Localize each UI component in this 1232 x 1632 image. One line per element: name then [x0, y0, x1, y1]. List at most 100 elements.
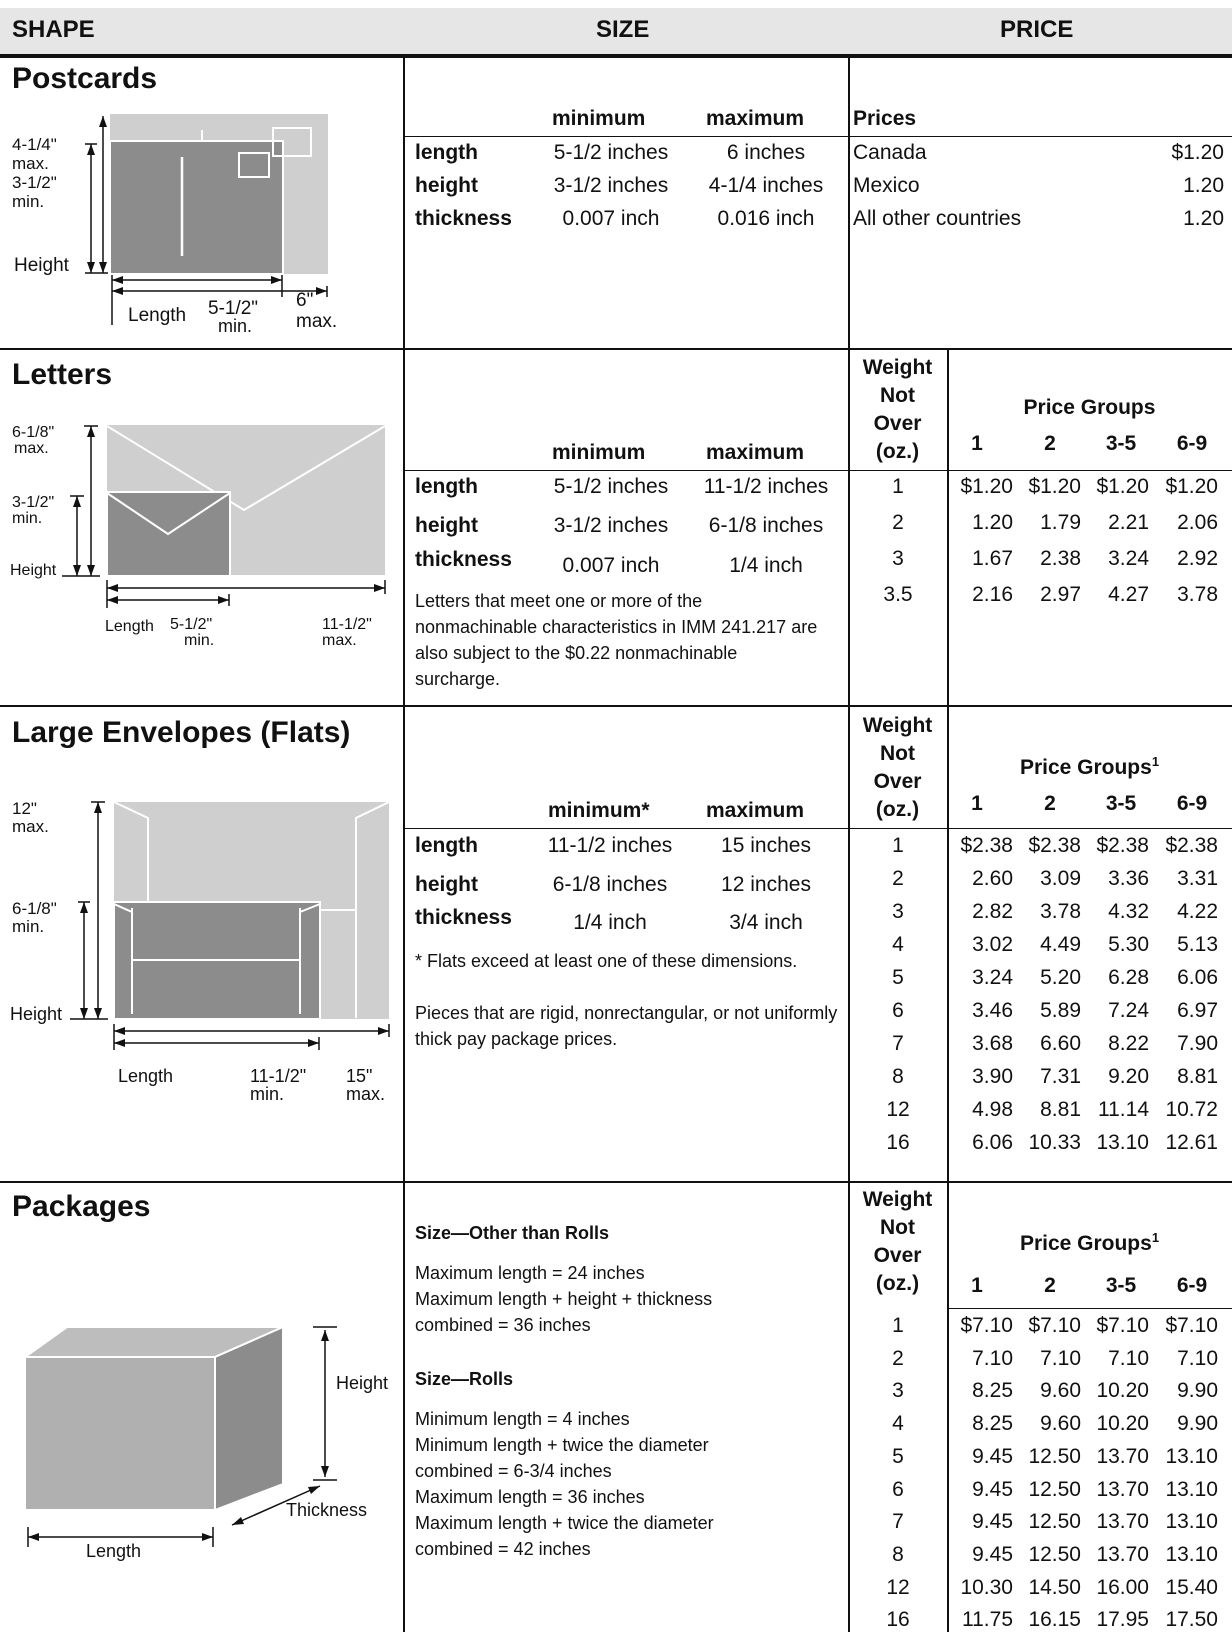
price-cell: 16.15	[1028, 1608, 1081, 1632]
price-cell: 5.13	[1177, 933, 1218, 956]
divider	[403, 470, 1232, 471]
price-cell: $2.38	[960, 834, 1013, 857]
divider	[403, 136, 1232, 137]
price-groups-header: Price Groups	[1023, 396, 1156, 419]
price-cell: 9.60	[1040, 1412, 1081, 1436]
price-column-header: PRICE	[1000, 16, 1074, 43]
section-divider	[0, 348, 1232, 350]
price-value: $1.20	[1171, 141, 1224, 164]
height-max-label: 4-1/4"	[12, 135, 57, 154]
length-max-note: max.	[322, 632, 357, 649]
price-cell: $1.20	[1028, 475, 1081, 498]
weight-header-line: (oz.)	[875, 440, 920, 463]
size-line: combined = 42 inches	[415, 1539, 591, 1559]
price-cell: $1.20	[1165, 475, 1218, 498]
weight-cell: 3	[892, 1379, 904, 1403]
weight-header-line: Not	[880, 1216, 915, 1239]
price-cell: 3.90	[972, 1065, 1013, 1088]
price-cell: 7.24	[1108, 999, 1149, 1022]
price-cell: 6.06	[1177, 966, 1218, 989]
letters-note: Letters that meet one or more of the non…	[415, 591, 818, 689]
height-max-label: 6-1/8"	[12, 424, 55, 441]
length-min-label: 5-1/2"	[208, 298, 259, 319]
weight-header-line: Not	[880, 742, 915, 765]
price-value: 1.20	[1183, 174, 1224, 197]
dim-min: 0.007 inch	[562, 207, 660, 230]
weight-cell: 6	[892, 1477, 904, 1501]
size-line: Maximum length + twice the diameter	[415, 1513, 714, 1533]
dim-max: 1/4 inch	[729, 554, 803, 577]
price-cell: 6.97	[1177, 999, 1218, 1022]
length-label: Length	[128, 305, 187, 326]
footnote-marker: 1	[1151, 1230, 1160, 1245]
price-cell: 13.10	[1165, 1510, 1218, 1534]
weight-header: Weight Not Over (oz.)	[848, 712, 947, 824]
price-cell: 3.09	[1040, 867, 1081, 890]
height-max-note: max.	[12, 817, 49, 836]
dim-max: 4-1/4 inches	[708, 174, 824, 197]
maximum-header: maximum	[706, 441, 805, 464]
price-cell: $2.38	[1028, 834, 1081, 857]
price-cell: 9.45	[972, 1542, 1013, 1566]
dim-max: 6-1/8 inches	[708, 514, 824, 537]
price-cell: 3.36	[1108, 867, 1149, 890]
price-cell: 14.50	[1028, 1575, 1081, 1599]
dim-max: 12 inches	[721, 873, 811, 896]
group-6-9-header: 6-9	[1176, 792, 1208, 815]
price-cell: 5.89	[1040, 999, 1081, 1022]
divider	[848, 58, 850, 1632]
group-3-5-header: 3-5	[1105, 1274, 1137, 1297]
weight-cell: 4	[892, 933, 904, 956]
length-min-note: min.	[184, 632, 215, 649]
price-cell: 8.81	[1177, 1065, 1218, 1088]
price-cell: 15.40	[1165, 1575, 1218, 1599]
dim-max: 6 inches	[726, 141, 806, 164]
price-cell: 5.20	[1040, 966, 1081, 989]
length-label: Length	[86, 1541, 142, 1561]
price-cell: 9.45	[972, 1477, 1013, 1501]
price-cell: 2.97	[1040, 583, 1081, 606]
price-cell: 5.30	[1108, 933, 1149, 956]
price-groups-header: Price Groups1	[947, 1230, 1232, 1256]
flats-note: Pieces that are rigid, nonrectangular, o…	[415, 1003, 838, 1049]
price-cell: $1.20	[960, 475, 1013, 498]
weight-cell: 4	[892, 1412, 904, 1436]
price-groups-label: Price Groups	[1019, 756, 1152, 779]
price-cell: 12.50	[1028, 1444, 1081, 1468]
flat-envelope-diagram	[70, 801, 390, 1050]
weight-cell: 1	[892, 1314, 904, 1337]
length-max-note: max.	[346, 1084, 386, 1104]
price-cell: 2.06	[1177, 511, 1218, 534]
maximum-header: maximum	[706, 107, 805, 130]
weight-header-line: Not	[880, 384, 915, 407]
weight-cell: 7	[892, 1510, 904, 1534]
price-cell: 11.75	[962, 1608, 1013, 1632]
footnote-marker: 1	[1151, 754, 1160, 769]
price-cell: 13.70	[1096, 1542, 1149, 1566]
price-destination: All other countries	[853, 207, 1022, 230]
weight-cell: 6	[892, 999, 904, 1022]
price-cell: 10.72	[1165, 1098, 1218, 1121]
price-value: 1.20	[1183, 207, 1224, 230]
size-line: Minimum length + twice the diameter	[415, 1435, 709, 1455]
size-line: Maximum length + height + thickness	[415, 1289, 713, 1309]
price-cell: 11.14	[1098, 1098, 1149, 1121]
price-cell: 2.21	[1108, 511, 1149, 534]
price-cell: 6.60	[1040, 1032, 1081, 1055]
weight-cell: 12	[886, 1575, 910, 1599]
price-cell: 4.98	[972, 1098, 1013, 1121]
price-cell: 3.31	[1177, 867, 1218, 890]
weight-header-line: Weight	[862, 714, 933, 737]
price-cell: 6.28	[1108, 966, 1149, 989]
weight-cell: 2	[892, 511, 904, 534]
price-cell: 13.70	[1096, 1444, 1149, 1468]
group-2-header: 2	[1044, 432, 1056, 455]
dim-label: length	[415, 141, 478, 164]
height-label: Height	[336, 1373, 389, 1393]
dim-min: 5-1/2 inches	[553, 475, 669, 498]
weight-cell: 12	[886, 1098, 910, 1121]
dim-min: 6-1/8 inches	[552, 873, 668, 896]
dim-label: height	[415, 873, 478, 896]
weight-header-line: Over	[873, 770, 922, 793]
